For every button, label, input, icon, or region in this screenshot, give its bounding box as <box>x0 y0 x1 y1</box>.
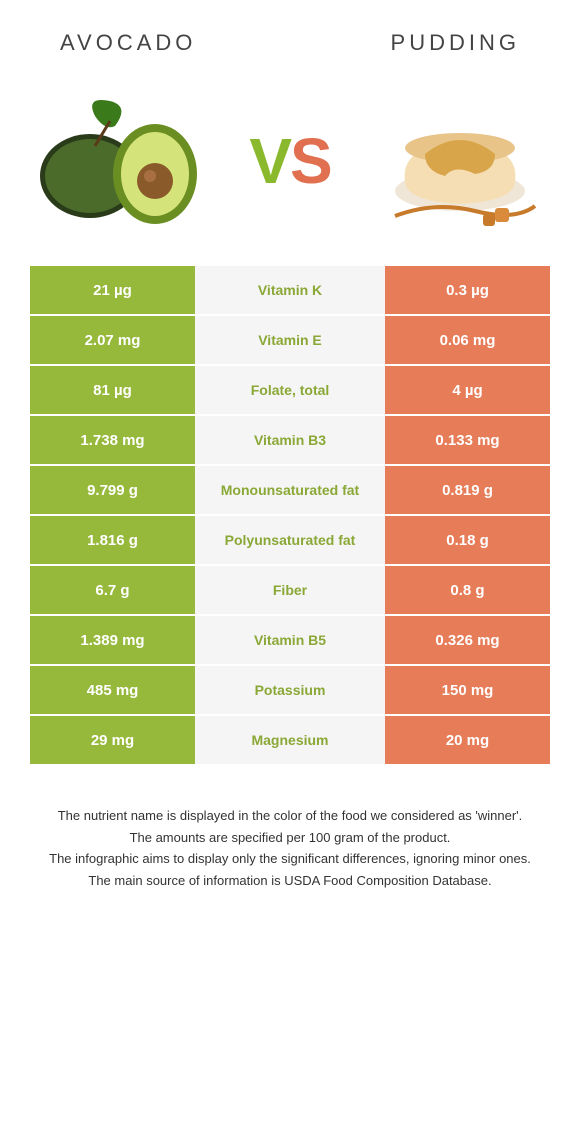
vs-s: S <box>290 125 331 197</box>
right-value: 4 µg <box>385 366 550 414</box>
footer-line: The infographic aims to display only the… <box>30 849 550 869</box>
table-row: 6.7 gFiber0.8 g <box>30 566 550 616</box>
right-value: 0.3 µg <box>385 266 550 314</box>
table-row: 1.738 mgVitamin B30.133 mg <box>30 416 550 466</box>
left-value: 6.7 g <box>30 566 195 614</box>
left-value: 1.816 g <box>30 516 195 564</box>
table-row: 29 mgMagnesium20 mg <box>30 716 550 766</box>
left-value: 1.738 mg <box>30 416 195 464</box>
left-value: 9.799 g <box>30 466 195 514</box>
right-value: 0.8 g <box>385 566 550 614</box>
left-value: 29 mg <box>30 716 195 764</box>
images-row: VS <box>0 66 580 266</box>
left-value: 21 µg <box>30 266 195 314</box>
nutrient-label: Magnesium <box>195 716 385 764</box>
nutrient-label: Fiber <box>195 566 385 614</box>
right-value: 0.326 mg <box>385 616 550 664</box>
right-value: 0.133 mg <box>385 416 550 464</box>
avocado-icon <box>30 81 210 241</box>
vs-label: VS <box>249 124 330 198</box>
footer-line: The nutrient name is displayed in the co… <box>30 806 550 826</box>
table-row: 1.816 gPolyunsaturated fat0.18 g <box>30 516 550 566</box>
left-value: 485 mg <box>30 666 195 714</box>
food-right-title: Pudding <box>391 30 520 56</box>
nutrient-label: Vitamin B3 <box>195 416 385 464</box>
nutrient-label: Vitamin B5 <box>195 616 385 664</box>
footer-notes: The nutrient name is displayed in the co… <box>0 766 580 890</box>
table-row: 1.389 mgVitamin B50.326 mg <box>30 616 550 666</box>
nutrient-label: Vitamin E <box>195 316 385 364</box>
footer-line: The main source of information is USDA F… <box>30 871 550 891</box>
pudding-icon <box>370 81 550 241</box>
table-row: 485 mgPotassium150 mg <box>30 666 550 716</box>
nutrient-label: Potassium <box>195 666 385 714</box>
left-value: 1.389 mg <box>30 616 195 664</box>
food-left-title: Avocado <box>60 30 196 56</box>
table-row: 9.799 gMonounsaturated fat0.819 g <box>30 466 550 516</box>
left-value: 2.07 mg <box>30 316 195 364</box>
table-row: 21 µgVitamin K0.3 µg <box>30 266 550 316</box>
nutrient-label: Polyunsaturated fat <box>195 516 385 564</box>
nutrient-label: Vitamin K <box>195 266 385 314</box>
nutrient-label: Folate, total <box>195 366 385 414</box>
vs-v: V <box>249 125 290 197</box>
nutrient-label: Monounsaturated fat <box>195 466 385 514</box>
right-value: 20 mg <box>385 716 550 764</box>
right-value: 0.06 mg <box>385 316 550 364</box>
right-value: 150 mg <box>385 666 550 714</box>
right-value: 0.18 g <box>385 516 550 564</box>
nutrient-table: 21 µgVitamin K0.3 µg2.07 mgVitamin E0.06… <box>0 266 580 766</box>
footer-line: The amounts are specified per 100 gram o… <box>30 828 550 848</box>
table-row: 2.07 mgVitamin E0.06 mg <box>30 316 550 366</box>
header: Avocado Pudding <box>0 0 580 66</box>
table-row: 81 µgFolate, total4 µg <box>30 366 550 416</box>
left-value: 81 µg <box>30 366 195 414</box>
right-value: 0.819 g <box>385 466 550 514</box>
